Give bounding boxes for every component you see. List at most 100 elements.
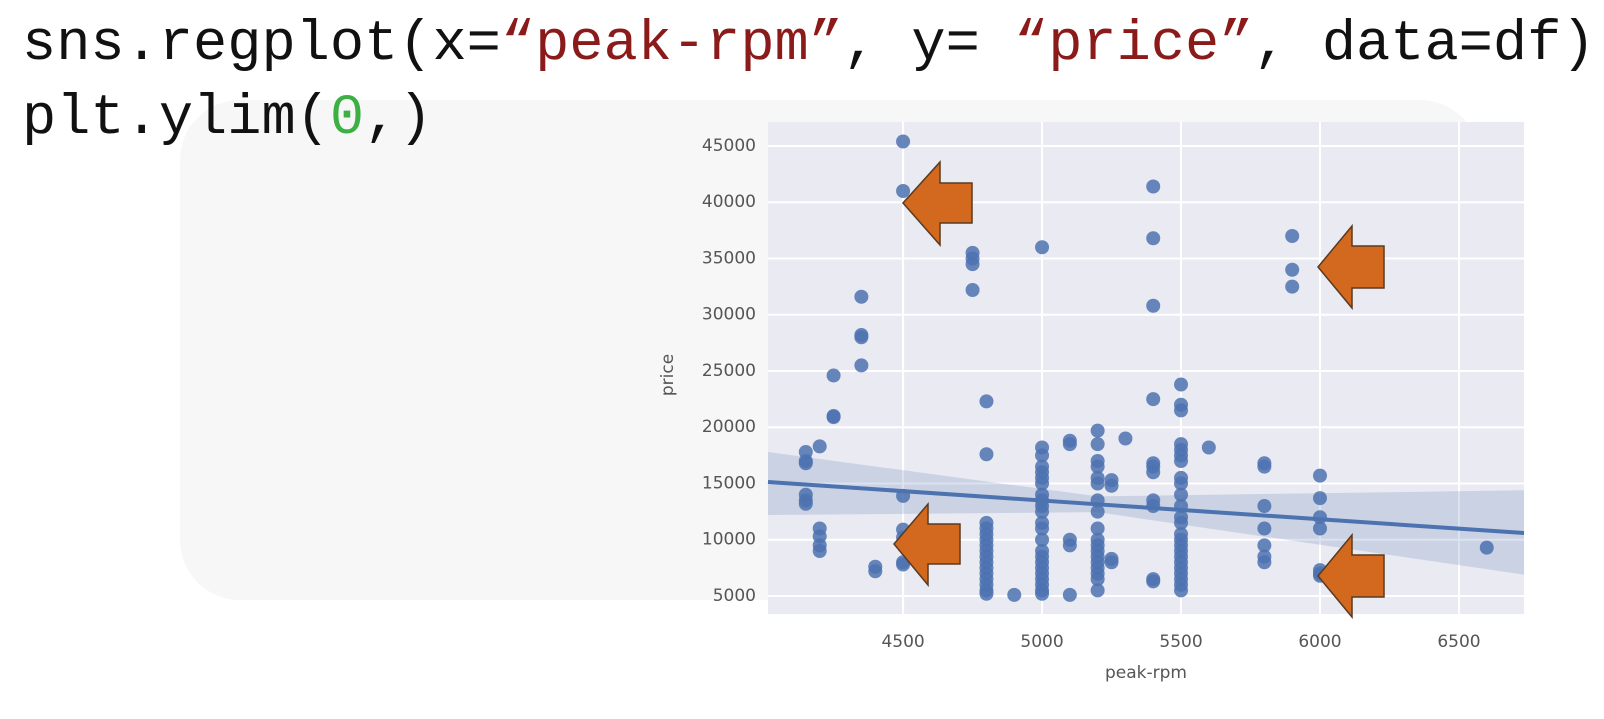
code-line: sns.regplot(x=“peak-rpm”, y= “price”, da… (22, 13, 1596, 77)
point (965, 282, 980, 297)
y-tick-label: 25000 (702, 361, 756, 381)
point (1090, 437, 1105, 452)
code-token: 0 (330, 87, 364, 151)
point (1285, 228, 1300, 243)
point (1035, 586, 1050, 601)
point (1146, 574, 1161, 589)
point (1146, 392, 1161, 407)
point (1104, 478, 1119, 493)
x-tick-label: 4500 (881, 632, 924, 652)
point (1035, 476, 1050, 491)
x-tick-label: 6500 (1437, 632, 1480, 652)
y-tick-label: 40000 (702, 192, 756, 212)
point (854, 330, 869, 345)
point (1257, 555, 1272, 570)
arrow (901, 160, 973, 247)
point (1035, 532, 1050, 547)
x-tick-label: 6000 (1298, 632, 1341, 652)
code-token: plt.ylim( (22, 87, 330, 151)
code-token: “peak-rpm” (501, 13, 843, 77)
point (1090, 583, 1105, 598)
point (896, 183, 911, 198)
code-token: “price” (1014, 13, 1253, 77)
arrow (1317, 223, 1385, 311)
y-tick-label: 10000 (702, 530, 756, 550)
code-token: ,) (364, 87, 432, 151)
point (1062, 437, 1077, 452)
point (1146, 465, 1161, 480)
plot-area (768, 122, 1524, 614)
code-line: plt.ylim(0,) (22, 87, 433, 151)
point (979, 447, 994, 462)
arrow (893, 501, 961, 588)
x-axis-label: peak-rpm (1105, 663, 1187, 683)
point (854, 358, 869, 373)
point (1035, 504, 1050, 519)
y-tick-label: 20000 (702, 417, 756, 437)
point (798, 496, 813, 511)
point (1479, 540, 1494, 555)
point (868, 564, 883, 579)
point (1312, 521, 1327, 536)
point (1090, 572, 1105, 587)
point (1062, 538, 1077, 553)
point (1090, 521, 1105, 536)
point (1312, 468, 1327, 483)
y-tick-label: 45000 (702, 136, 756, 156)
point (1035, 240, 1050, 255)
point (979, 394, 994, 409)
point (1146, 231, 1161, 246)
point (1146, 298, 1161, 313)
point (1312, 491, 1327, 506)
point (1146, 179, 1161, 194)
point (965, 257, 980, 272)
point (1174, 583, 1189, 598)
code-token: sns.regplot(x= (22, 13, 501, 77)
point (1007, 587, 1022, 602)
point (1201, 440, 1216, 455)
point (1257, 521, 1272, 536)
point (812, 439, 827, 454)
point (826, 368, 841, 383)
point (1174, 487, 1189, 502)
y-tick-label: 30000 (702, 305, 756, 325)
y-tick-label: 35000 (702, 248, 756, 268)
point (1174, 515, 1189, 530)
arrow (1317, 532, 1385, 620)
point (854, 289, 869, 304)
point (1062, 587, 1077, 602)
point (1174, 476, 1189, 491)
point (1285, 279, 1300, 294)
point (1285, 262, 1300, 277)
code-token: , data=df) (1253, 13, 1595, 77)
point (896, 557, 911, 572)
point (1104, 555, 1119, 570)
y-tick-label: 5000 (713, 586, 756, 606)
x-tick-label: 5500 (1159, 632, 1202, 652)
point (1174, 377, 1189, 392)
point (1090, 459, 1105, 474)
annotation-arrows (893, 160, 1385, 620)
y-tick-label: 15000 (702, 473, 756, 493)
regression-line (767, 480, 1525, 535)
point (1118, 431, 1133, 446)
point (1257, 498, 1272, 513)
point (812, 543, 827, 558)
point (1035, 448, 1050, 463)
point (798, 456, 813, 471)
point (1090, 476, 1105, 491)
code-token: , y= (843, 13, 1014, 77)
point (1090, 423, 1105, 438)
x-tick-label: 5000 (1020, 632, 1063, 652)
y-axis-label: price (658, 354, 678, 396)
point (1257, 459, 1272, 474)
point (896, 134, 911, 149)
point (826, 410, 841, 425)
point (1174, 403, 1189, 418)
point (1174, 453, 1189, 468)
plot-layer (767, 134, 1525, 602)
point (1035, 521, 1050, 536)
point (1257, 538, 1272, 553)
